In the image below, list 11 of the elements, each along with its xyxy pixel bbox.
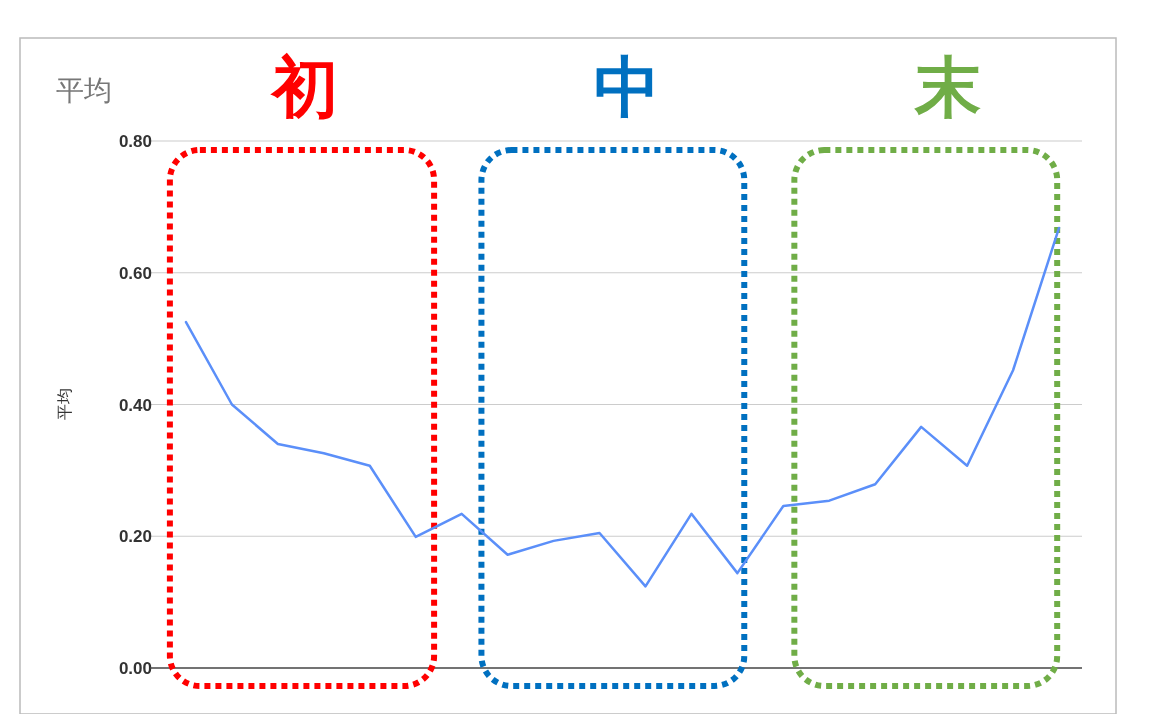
text: 中	[594, 50, 660, 124]
y-axis-title: 平均	[56, 388, 73, 420]
text: 末	[914, 50, 981, 124]
text: 初	[270, 50, 338, 124]
y-tick-label: 0.60	[118, 263, 152, 283]
chart-title: 平均	[56, 75, 112, 106]
y-tick-label: 0.80	[118, 132, 152, 151]
y-tick-label: 0.40	[118, 395, 152, 415]
y-tick-label: 0.00	[118, 659, 152, 678]
line-series	[184, 226, 1061, 588]
y-tick-label: 0.20	[118, 527, 152, 547]
